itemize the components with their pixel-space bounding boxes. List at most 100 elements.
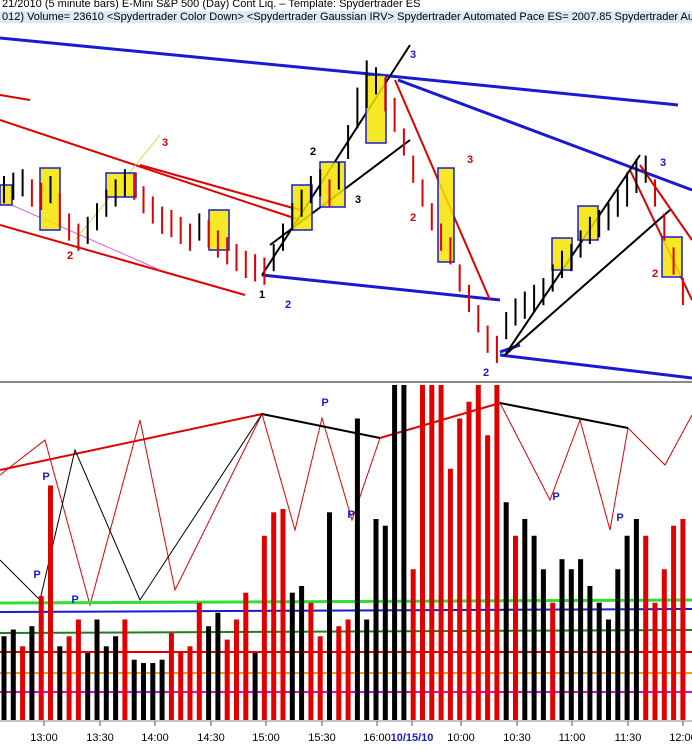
x-tick-label: 11:00 [559, 732, 586, 744]
volume-bar [466, 401, 472, 720]
volume-bar [103, 646, 109, 720]
volume-bar [615, 569, 621, 720]
x-tick-label: 14:00 [141, 732, 169, 744]
annotation: P [552, 491, 559, 503]
volume-bar [252, 653, 258, 720]
volume-bar [382, 525, 388, 720]
volume-bar [354, 418, 360, 720]
volume-bar [159, 659, 165, 720]
annotation: 3 [162, 137, 168, 149]
volume-bar [373, 519, 379, 720]
volume-bar [48, 485, 53, 720]
header-bg [0, 0, 692, 11]
volume-bar [578, 559, 584, 720]
volume-bar [234, 619, 239, 720]
volume-bar [680, 519, 686, 720]
volume-bar [57, 646, 63, 720]
volume-bar [410, 569, 416, 720]
volume-bar [261, 535, 267, 720]
annotation: 3 [410, 49, 416, 61]
annotation: 2 [310, 146, 316, 158]
volume-bar [568, 569, 574, 720]
header-bg [0, 11, 692, 23]
x-tick-label: 15:30 [308, 732, 336, 744]
volume-bar [513, 535, 518, 720]
annotation: 2 [410, 212, 416, 224]
volume-bar [438, 385, 444, 720]
volume-bar [447, 468, 453, 720]
x-tick-label: 10:00 [447, 732, 475, 744]
volume-bar [522, 519, 528, 720]
x-tick-label: 16:00 [363, 732, 391, 744]
volume-bar [606, 619, 611, 720]
annotation: 3 [467, 154, 473, 166]
volume-bar [85, 653, 91, 720]
annotation: P [321, 397, 328, 409]
volume-bar [75, 619, 81, 720]
x-tick-label: 10/15/10 [391, 732, 434, 744]
x-tick-label: 12:00 [669, 732, 692, 744]
volume-bar [38, 596, 44, 720]
annotation: 3 [355, 194, 361, 206]
volume-bar [131, 659, 137, 720]
volume-bar [150, 663, 156, 720]
volume-bar [671, 525, 677, 720]
volume-bar [29, 626, 35, 720]
volume-bar [429, 385, 435, 720]
volume-bar [596, 602, 602, 720]
volume-bar [196, 602, 202, 720]
header-line: 012) Volume= 23610 <Spydertrader Color D… [2, 11, 692, 23]
volume-bar [643, 535, 649, 720]
volume-bar [624, 535, 630, 720]
volume-bar [187, 646, 193, 720]
annotation: 2 [483, 367, 489, 379]
volume-bar [494, 385, 500, 720]
annotation: P [71, 594, 78, 606]
volume-bar [661, 569, 667, 720]
trendlines [0, 36, 692, 380]
volume-bar [485, 435, 491, 720]
annotation: P [616, 512, 623, 524]
annotation: 3 [660, 157, 666, 169]
volume-bar [392, 385, 398, 720]
volume-bar [10, 629, 16, 720]
volume-bar [122, 619, 128, 720]
volume-bar [66, 636, 72, 720]
volume-bar [364, 619, 370, 720]
annotation: P [347, 509, 354, 521]
volume-bar [299, 586, 305, 720]
annotation: P [42, 471, 49, 483]
volume-bar [271, 512, 277, 720]
volume-bar [317, 636, 323, 720]
volume-bar [652, 602, 658, 720]
annotation: P [33, 569, 40, 581]
volume-bar [113, 636, 119, 720]
volume-bar [633, 519, 639, 720]
annotation: 1 [259, 289, 265, 301]
volume-bar [327, 512, 332, 720]
x-tick-label: 13:30 [86, 732, 114, 744]
volume-bar [206, 626, 212, 720]
volume-bar [503, 502, 509, 720]
volume-bar [420, 385, 425, 720]
volume-bar [215, 612, 221, 720]
annotation: 2 [67, 250, 73, 262]
volume-bar [540, 569, 546, 720]
volume-bar [308, 602, 314, 720]
volume-bar [289, 592, 295, 720]
x-tick-label: 11:30 [615, 732, 642, 744]
volume-bar [141, 663, 146, 720]
volume-bar [559, 559, 565, 720]
x-tick-label: 13:00 [30, 732, 58, 744]
volume-bar [457, 418, 463, 720]
zigzags [0, 402, 692, 607]
x-tick-label: 10:30 [503, 732, 531, 744]
volume-bar [345, 619, 351, 720]
volume-bar [1, 636, 7, 720]
volume-bar [336, 626, 342, 720]
volume-bar [20, 646, 26, 720]
volume-bar [550, 602, 556, 720]
volume-bar [401, 385, 407, 720]
volume-bar [280, 508, 286, 720]
